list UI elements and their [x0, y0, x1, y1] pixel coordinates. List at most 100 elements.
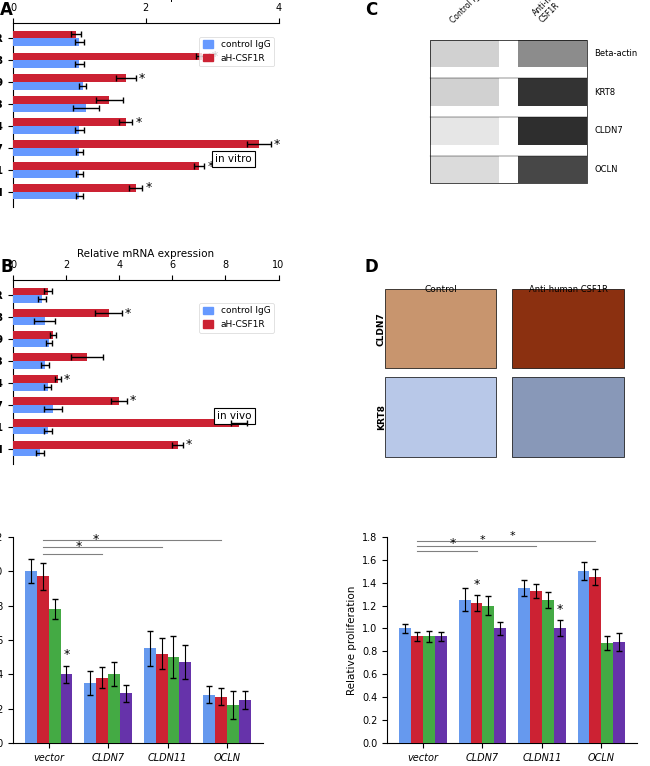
Text: Control IgG: Control IgG	[448, 0, 486, 25]
Text: KRT8: KRT8	[595, 87, 616, 97]
Bar	[512, 289, 624, 368]
Bar	[13, 31, 76, 38]
Bar	[108, 674, 120, 743]
Bar	[495, 628, 506, 743]
Bar	[13, 140, 259, 148]
Y-axis label: Relative proliferation: Relative proliferation	[346, 585, 357, 695]
Bar	[517, 117, 586, 145]
Bar	[601, 643, 613, 743]
Text: *: *	[250, 417, 255, 430]
Bar	[227, 705, 239, 743]
Bar	[13, 82, 83, 90]
Bar	[385, 289, 496, 368]
X-axis label: Relative mRNA expression: Relative mRNA expression	[77, 0, 214, 2]
Bar	[517, 78, 586, 106]
Text: *: *	[130, 394, 136, 408]
Text: A: A	[0, 2, 13, 19]
Bar	[13, 295, 42, 303]
Text: *: *	[212, 50, 218, 63]
Text: in vivo: in vivo	[218, 411, 252, 421]
Bar	[25, 571, 37, 743]
Text: OCLN: OCLN	[595, 165, 618, 174]
Bar	[13, 361, 45, 368]
Bar	[239, 700, 251, 743]
Bar	[49, 609, 60, 743]
Bar	[13, 353, 87, 361]
Bar	[96, 678, 108, 743]
Text: Beta-actin: Beta-actin	[595, 49, 638, 58]
Legend: control IgG, aH-CSF1R: control IgG, aH-CSF1R	[199, 37, 274, 67]
Bar	[13, 287, 47, 295]
Bar	[13, 97, 109, 104]
Bar	[13, 375, 58, 383]
Bar	[542, 600, 554, 743]
Bar	[13, 184, 136, 192]
Text: *: *	[63, 647, 70, 660]
Bar	[13, 170, 79, 178]
Text: *: *	[274, 138, 280, 151]
Text: D: D	[365, 258, 379, 276]
Bar	[84, 683, 96, 743]
Bar	[13, 419, 239, 427]
Text: Anti-human
CSF1R: Anti-human CSF1R	[531, 0, 577, 25]
Text: *: *	[186, 438, 192, 451]
Bar	[120, 693, 132, 743]
Text: *: *	[510, 531, 515, 541]
Bar	[13, 309, 109, 317]
Bar	[13, 126, 79, 134]
Bar	[411, 637, 423, 743]
Bar	[60, 674, 72, 743]
Text: *: *	[125, 307, 131, 320]
Bar	[13, 38, 79, 46]
Bar	[430, 117, 499, 145]
Bar	[13, 53, 202, 61]
Bar	[179, 663, 191, 743]
Text: Control: Control	[424, 286, 457, 294]
Bar	[613, 642, 625, 743]
X-axis label: Relative mRNA expression: Relative mRNA expression	[77, 250, 214, 260]
Legend: control IgG, aH-CSF1R: control IgG, aH-CSF1R	[199, 303, 274, 332]
Bar	[13, 339, 49, 347]
Bar	[554, 628, 566, 743]
Bar	[168, 657, 179, 743]
Bar	[430, 155, 499, 183]
Text: in vitro: in vitro	[215, 154, 252, 164]
Bar	[13, 148, 79, 155]
Text: C: C	[365, 2, 377, 19]
Text: B: B	[0, 258, 12, 276]
Text: *: *	[480, 535, 486, 545]
Bar	[430, 40, 586, 183]
Bar	[459, 600, 471, 743]
Text: *: *	[473, 578, 480, 591]
Bar	[13, 397, 119, 405]
Text: *: *	[93, 533, 99, 546]
Bar	[430, 78, 499, 106]
Bar	[471, 604, 482, 743]
Text: Anti-human CSF1R: Anti-human CSF1R	[528, 286, 607, 294]
Bar	[37, 576, 49, 743]
Bar	[423, 637, 435, 743]
Text: *: *	[207, 159, 214, 172]
Bar	[518, 588, 530, 743]
Bar	[482, 606, 495, 743]
Text: *: *	[139, 72, 146, 85]
Text: *: *	[556, 603, 563, 616]
Bar	[13, 383, 47, 391]
Bar	[530, 591, 542, 743]
Bar	[13, 104, 86, 112]
Bar	[13, 317, 45, 325]
Text: *: *	[450, 537, 456, 550]
Bar	[399, 628, 411, 743]
Bar	[435, 637, 447, 743]
Text: CLDN7: CLDN7	[595, 126, 623, 135]
Bar	[430, 40, 499, 67]
Bar	[13, 118, 126, 126]
Bar	[13, 427, 47, 434]
Text: *: *	[136, 116, 142, 129]
Text: *: *	[146, 182, 152, 195]
Bar	[512, 378, 624, 457]
Bar	[13, 449, 40, 457]
Bar	[144, 649, 155, 743]
Bar	[13, 441, 177, 449]
Bar	[578, 571, 590, 743]
